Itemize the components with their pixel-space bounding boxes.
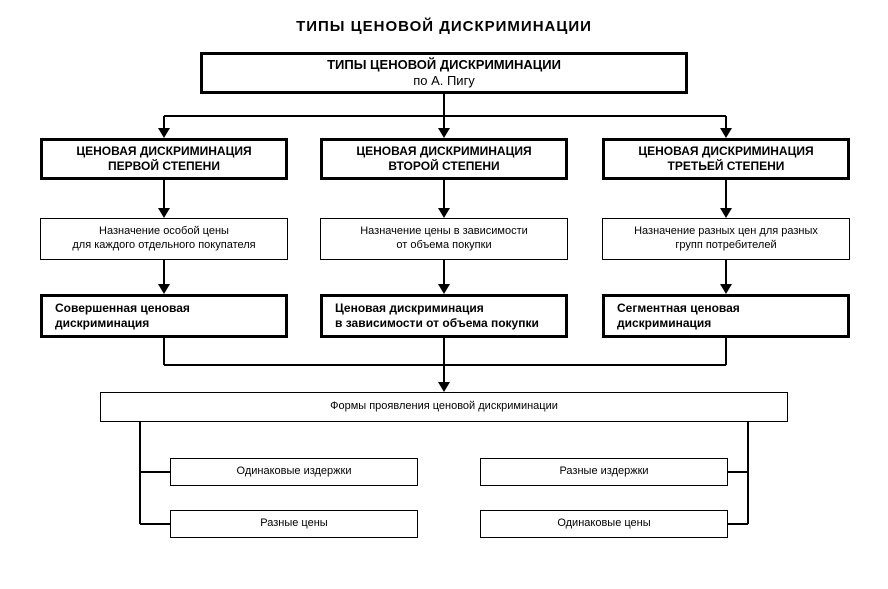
col1-header-l2: ПЕРВОЙ СТЕПЕНИ xyxy=(76,159,251,174)
col2-name: Ценовая дискриминация в зависимости от о… xyxy=(320,294,568,338)
col3-desc-l1: Назначение разных цен для разных xyxy=(634,225,818,239)
col3-desc: Назначение разных цен для разных групп п… xyxy=(602,218,850,260)
col1-name: Совершенная ценовая дискриминация xyxy=(40,294,288,338)
col2-header-l2: ВТОРОЙ СТЕПЕНИ xyxy=(356,159,531,174)
leaf-right-top-label: Разные издержки xyxy=(559,465,648,479)
leaf-right-bot: Одинаковые цены xyxy=(480,510,728,538)
col2-desc: Назначение цены в зависимости от объема … xyxy=(320,218,568,260)
leaf-left-top-label: Одинаковые издержки xyxy=(237,465,352,479)
col3-name-l2: дискриминация xyxy=(617,316,841,331)
leaf-right-bot-label: Одинаковые цены xyxy=(557,517,650,531)
col3-header: ЦЕНОВАЯ ДИСКРИМИНАЦИЯ ТРЕТЬЕЙ СТЕПЕНИ xyxy=(602,138,850,180)
root-box: ТИПЫ ЦЕНОВОЙ ДИСКРИМИНАЦИИ по А. Пигу xyxy=(200,52,688,94)
col1-name-l1: Совершенная ценовая xyxy=(55,301,279,316)
root-line2: по А. Пигу xyxy=(327,73,561,89)
col3-name-l1: Сегментная ценовая xyxy=(617,301,841,316)
col3-desc-l2: групп потребителей xyxy=(634,239,818,253)
col1-header: ЦЕНОВАЯ ДИСКРИМИНАЦИЯ ПЕРВОЙ СТЕПЕНИ xyxy=(40,138,288,180)
leaf-right-top: Разные издержки xyxy=(480,458,728,486)
page-title: ТИПЫ ЦЕНОВОЙ ДИСКРИМИНАЦИИ xyxy=(250,18,638,35)
col2-header-l1: ЦЕНОВАЯ ДИСКРИМИНАЦИЯ xyxy=(356,144,531,159)
col1-name-l2: дискриминация xyxy=(55,316,279,331)
col1-desc-l2: для каждого отдельного покупателя xyxy=(72,239,255,253)
col1-desc-l1: Назначение особой цены xyxy=(72,225,255,239)
col3-header-l2: ТРЕТЬЕЙ СТЕПЕНИ xyxy=(638,159,813,174)
col3-name: Сегментная ценовая дискриминация xyxy=(602,294,850,338)
root-line1: ТИПЫ ЦЕНОВОЙ ДИСКРИМИНАЦИИ xyxy=(327,57,561,73)
col2-header: ЦЕНОВАЯ ДИСКРИМИНАЦИЯ ВТОРОЙ СТЕПЕНИ xyxy=(320,138,568,180)
col2-name-l2: в зависимости от объема покупки xyxy=(335,316,559,331)
leaf-left-bot-label: Разные цены xyxy=(260,517,327,531)
col2-desc-l2: от объема покупки xyxy=(360,239,528,253)
col2-name-l1: Ценовая дискриминация xyxy=(335,301,559,316)
leaf-left-top: Одинаковые издержки xyxy=(170,458,418,486)
col1-desc: Назначение особой цены для каждого отдел… xyxy=(40,218,288,260)
forms-label: Формы проявления ценовой дискриминации xyxy=(330,400,558,414)
leaf-left-bot: Разные цены xyxy=(170,510,418,538)
col3-header-l1: ЦЕНОВАЯ ДИСКРИМИНАЦИЯ xyxy=(638,144,813,159)
col1-header-l1: ЦЕНОВАЯ ДИСКРИМИНАЦИЯ xyxy=(76,144,251,159)
col2-desc-l1: Назначение цены в зависимости xyxy=(360,225,528,239)
forms-box: Формы проявления ценовой дискриминации xyxy=(100,392,788,422)
